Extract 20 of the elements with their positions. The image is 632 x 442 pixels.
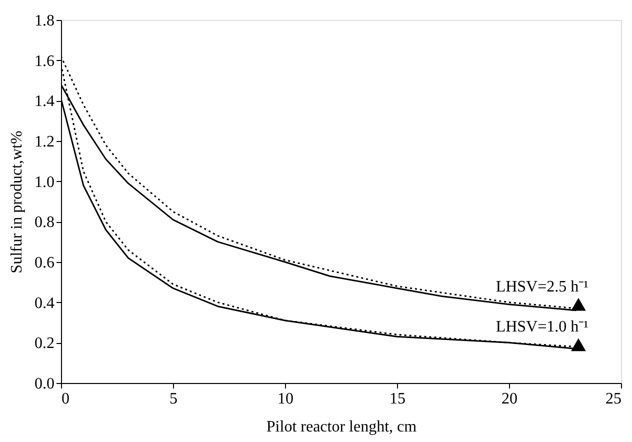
x-tick-label: 20 <box>502 390 518 408</box>
y-tick-label: 1.2 <box>34 134 54 150</box>
x-tick-label: 10 <box>278 390 294 408</box>
y-tick-label: 1.0 <box>34 174 54 191</box>
x-tick-label: 0 <box>62 390 70 408</box>
y-axis-title: Sulfur in product,wt% <box>8 130 26 274</box>
x-tick-label: 5 <box>170 390 178 408</box>
y-tick-label: 0.6 <box>34 254 54 272</box>
y-tick-label: 0.0 <box>34 376 54 392</box>
y-tick-label: 1.4 <box>34 93 54 110</box>
annotation: LHSV=2.5 h⁻¹ <box>496 278 589 296</box>
y-tick-label: 0.8 <box>34 214 54 232</box>
x-tick-label: 15 <box>390 390 406 408</box>
x-tick-label: 25 <box>606 390 622 408</box>
y-tick-label: 0.4 <box>34 294 54 312</box>
x-axis-title: Pilot reactor lenght, cm <box>266 418 418 436</box>
annotation: LHSV=1.0 h⁻¹ <box>496 318 589 336</box>
y-tick-label: 1.8 <box>34 12 54 30</box>
y-tick-label: 0.2 <box>34 335 54 352</box>
y-tick-label: 1.6 <box>34 52 54 70</box>
